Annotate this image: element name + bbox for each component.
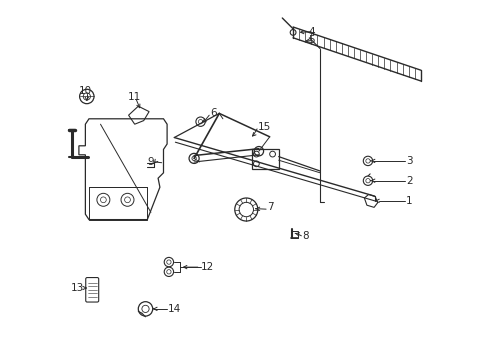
Text: 7: 7 — [266, 202, 273, 212]
Text: 1: 1 — [405, 196, 411, 206]
Text: 12: 12 — [201, 262, 214, 272]
Bar — [89, 187, 146, 220]
Text: 2: 2 — [405, 176, 411, 186]
Text: 15: 15 — [258, 122, 271, 132]
Text: 13: 13 — [71, 283, 84, 293]
Text: 14: 14 — [168, 304, 181, 314]
Text: 4: 4 — [307, 27, 314, 37]
Text: 9: 9 — [147, 157, 154, 167]
Text: 6: 6 — [210, 108, 217, 118]
Text: 5: 5 — [307, 35, 314, 45]
Text: 10: 10 — [79, 86, 92, 96]
Text: 3: 3 — [405, 156, 411, 166]
Text: 11: 11 — [128, 92, 141, 102]
Text: 8: 8 — [302, 231, 308, 241]
